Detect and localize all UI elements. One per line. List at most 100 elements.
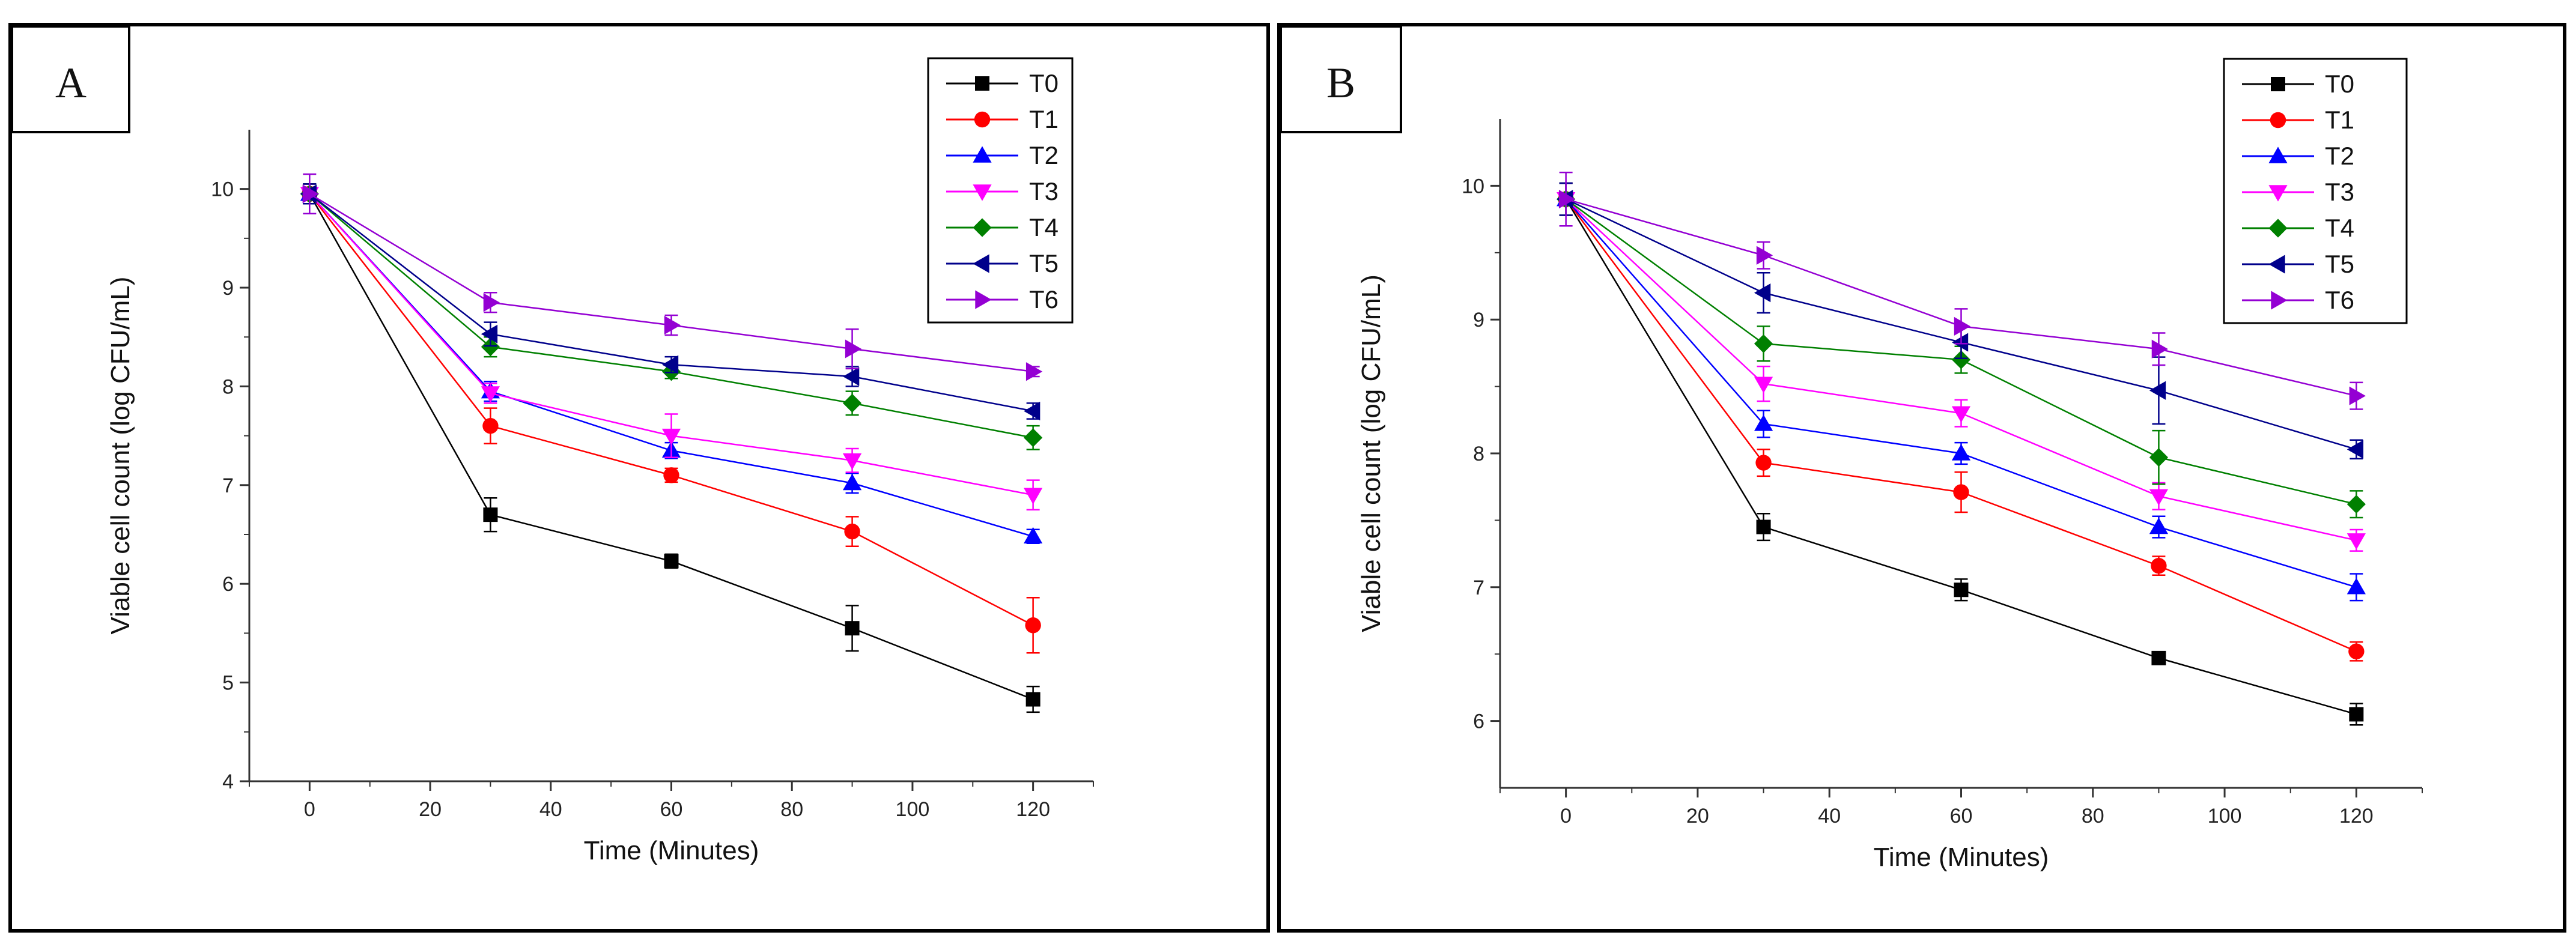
- data-point: [2347, 495, 2366, 514]
- legend-marker: [2268, 219, 2288, 238]
- series-line: [309, 193, 1033, 373]
- legend-label: T3: [2325, 178, 2354, 206]
- data-point: [1754, 334, 1773, 353]
- legend-label: T6: [2325, 286, 2354, 314]
- x-tick-label: 120: [2339, 805, 2374, 827]
- data-point: [1024, 488, 1043, 504]
- data-point: [1756, 246, 1773, 265]
- x-tick-label: 40: [1818, 805, 1841, 827]
- data-point: [1754, 414, 1773, 431]
- data-point: [1951, 333, 1969, 352]
- data-point: [2149, 489, 2169, 506]
- x-axis-title: Time (Minutes): [1874, 843, 2049, 872]
- data-point: [483, 293, 500, 312]
- panel-label-box: [1281, 26, 1402, 133]
- legend: T0 T1 T2 T3 T4 T5 T6: [927, 57, 1074, 324]
- data-point: [1954, 316, 1971, 336]
- x-tick-label: 80: [2082, 805, 2104, 827]
- legend-marker: [973, 146, 992, 163]
- data-point: [2151, 339, 2169, 359]
- x-tick-label: 0: [304, 798, 315, 821]
- panel-label: A: [55, 59, 87, 107]
- chart-panel-a: A 0 20 40 60 80 100 120 4 5 6 7 8 9 10 Time (Minutes) V…: [8, 23, 1270, 933]
- legend-marker: [975, 290, 992, 309]
- data-point: [1025, 617, 1041, 634]
- y-tick-label: 8: [222, 375, 234, 398]
- y-tick-label: 10: [211, 178, 234, 201]
- x-tick-label: 100: [896, 798, 930, 821]
- data-point: [1024, 401, 1040, 421]
- legend-box: [2223, 58, 2408, 324]
- data-point: [842, 453, 862, 470]
- legend-marker: [974, 111, 991, 128]
- panel-label: B: [1326, 59, 1355, 107]
- data-point: [1025, 362, 1043, 381]
- data-point: [1756, 519, 1771, 534]
- data-point: [844, 523, 860, 540]
- x-tick-label: 40: [539, 798, 562, 821]
- legend-marker: [2271, 291, 2288, 310]
- data-point: [1951, 406, 1971, 423]
- data-point: [661, 355, 679, 374]
- data-point: [845, 621, 860, 636]
- legend-marker: [973, 254, 989, 273]
- legend-label: T2: [2325, 142, 2354, 170]
- x-tick-label: 120: [1016, 798, 1050, 821]
- y-axis-title: Viable cell count (log CFU/mL): [1356, 274, 1386, 632]
- chart-panel-b: B 0 20 40 60 80 100 120 6 7 8 9 10 Time (Minutes) Via…: [1277, 23, 2566, 933]
- y-tick-label: 7: [222, 474, 234, 497]
- legend-marker: [973, 184, 992, 201]
- x-tick-label: 100: [2208, 805, 2242, 827]
- data-point: [482, 417, 499, 434]
- y-tick-label: 6: [222, 573, 234, 596]
- panel-label-box: [12, 26, 130, 133]
- legend-label: T6: [1029, 285, 1059, 313]
- data-point: [481, 324, 498, 343]
- x-tick-label: 20: [419, 798, 442, 821]
- data-point: [1025, 692, 1040, 707]
- legend-box: [927, 57, 1074, 324]
- legend-label: T5: [1029, 249, 1059, 277]
- legend-label: T2: [1029, 141, 1059, 169]
- series-T6: [302, 173, 1043, 381]
- data-point: [2349, 386, 2366, 405]
- x-tick-label: 80: [780, 798, 803, 821]
- data-point: [1953, 484, 1969, 500]
- legend-label: T4: [2325, 214, 2354, 242]
- y-tick-label: 9: [1473, 309, 1484, 331]
- data-point: [1951, 350, 1971, 369]
- legend-marker: [2268, 147, 2288, 163]
- data-point: [842, 393, 862, 413]
- data-point: [2149, 517, 2169, 534]
- data-point: [2151, 557, 2167, 574]
- y-tick-label: 8: [1473, 443, 1484, 465]
- legend-label: T0: [2325, 70, 2354, 98]
- x-tick-label: 60: [660, 798, 683, 821]
- data-point: [2347, 578, 2366, 595]
- x-tick-label: 0: [1560, 805, 1572, 827]
- data-point: [2347, 533, 2366, 550]
- legend-marker: [973, 218, 992, 237]
- legend-label: T5: [2325, 250, 2354, 278]
- legend: T0 T1 T2 T3 T4 T5 T6: [2223, 58, 2408, 324]
- legend-marker: [2268, 185, 2288, 202]
- x-axis-title: Time (Minutes): [584, 836, 759, 865]
- y-axis-title: Viable cell count (log CFU/mL): [106, 277, 135, 635]
- y-tick-label: 7: [1473, 576, 1484, 599]
- y-tick-label: 10: [1462, 175, 1484, 198]
- data-point: [2347, 440, 2364, 459]
- legend-label: T1: [2325, 106, 2354, 134]
- data-point: [842, 367, 860, 386]
- y-tick-label: 9: [222, 277, 234, 300]
- legend-marker: [975, 76, 989, 91]
- y-tick-label: 6: [1473, 710, 1484, 733]
- data-point: [661, 428, 681, 446]
- data-point: [1755, 455, 1772, 471]
- data-point: [2151, 650, 2166, 665]
- data-point: [664, 554, 679, 569]
- data-point: [1754, 377, 1773, 393]
- data-point: [663, 467, 679, 483]
- data-point: [845, 339, 862, 359]
- x-tick-label: 20: [1686, 805, 1709, 827]
- y-tick-label: 5: [222, 672, 234, 695]
